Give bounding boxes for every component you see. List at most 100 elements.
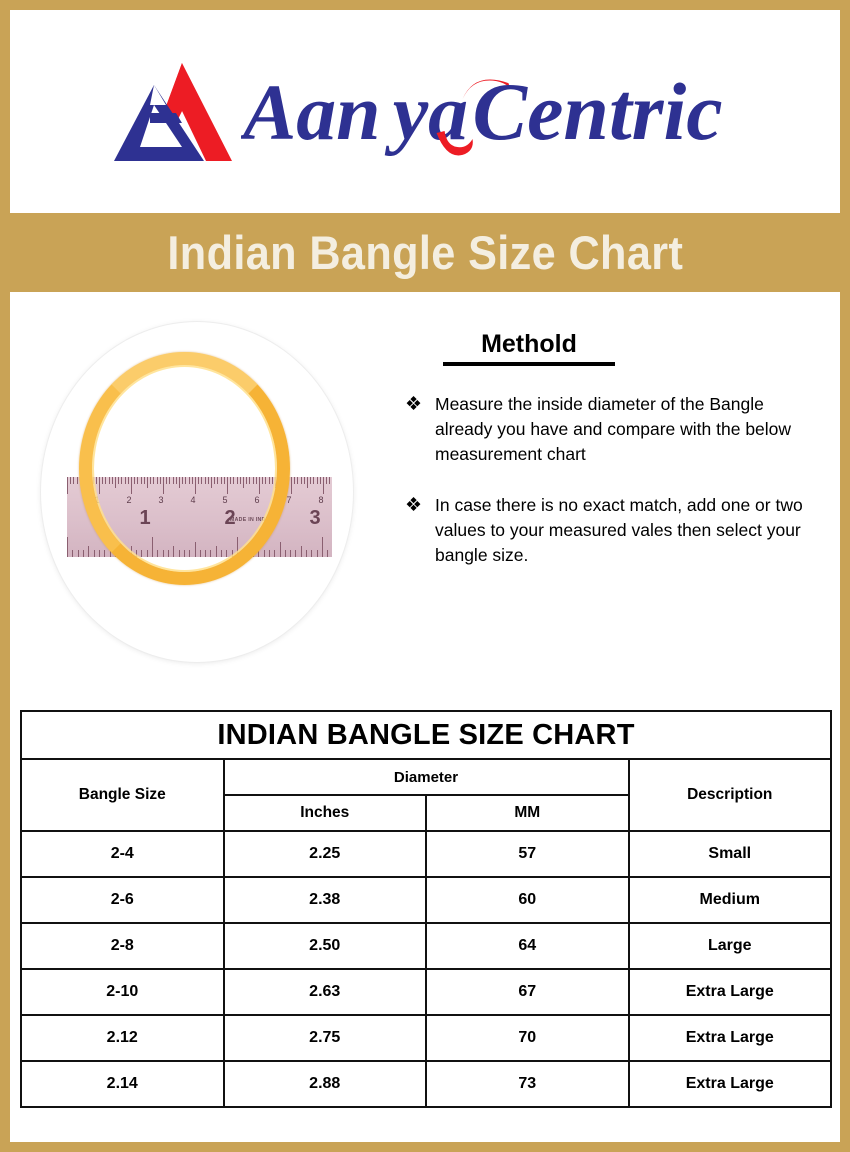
cell-inches: 2.38 bbox=[222, 876, 427, 924]
ruler-tick bbox=[93, 550, 95, 557]
ruler-tick bbox=[70, 477, 72, 484]
cell-description: Medium bbox=[627, 876, 832, 924]
method-bullet-text: Measure the inside diameter of the Bangl… bbox=[435, 394, 792, 464]
ruler-tick bbox=[307, 477, 308, 488]
ruler-tick bbox=[322, 537, 323, 557]
cell-bangle-size: 2-4 bbox=[20, 830, 225, 878]
svg-text:Centric: Centric bbox=[473, 65, 723, 156]
triangle-monogram-logo-icon bbox=[110, 61, 235, 169]
cell-description: Extra Large bbox=[627, 968, 832, 1016]
cell-mm: 67 bbox=[425, 968, 630, 1016]
table-row: 2-8 2.50 64 Large bbox=[20, 922, 832, 970]
column-group-header-diameter: Diameter bbox=[222, 758, 630, 796]
ruler-tick bbox=[327, 550, 329, 557]
gold-bangle-icon bbox=[79, 352, 290, 585]
ruler-tick bbox=[67, 537, 68, 557]
table-row: 2.12 2.75 70 Extra Large bbox=[20, 1014, 832, 1062]
ruler-tick bbox=[290, 550, 292, 557]
ruler-tick bbox=[319, 477, 321, 484]
ruler-tick bbox=[291, 477, 292, 494]
ruler-tick bbox=[323, 477, 324, 494]
cell-mm: 64 bbox=[425, 922, 630, 970]
table-row: 2-6 2.38 60 Medium bbox=[20, 876, 832, 924]
page-title: Indian Bangle Size Chart bbox=[167, 226, 683, 279]
cell-mm: 73 bbox=[425, 1060, 630, 1108]
cell-bangle-size: 2-10 bbox=[20, 968, 225, 1016]
table-row: 2.14 2.88 73 Extra Large bbox=[20, 1060, 832, 1108]
ruler-tick bbox=[98, 550, 100, 557]
ruler-tick bbox=[258, 546, 260, 557]
list-item: ❖ In case there is no exact match, add o… bbox=[405, 493, 825, 568]
column-header-inches: Inches bbox=[222, 794, 427, 832]
table-title-row: INDIAN BANGLE SIZE CHART bbox=[20, 710, 832, 760]
cell-description: Small bbox=[627, 830, 832, 878]
cell-description: Extra Large bbox=[627, 1060, 832, 1108]
ruler-tick bbox=[279, 542, 281, 557]
ruler-tick bbox=[300, 546, 302, 557]
ruler-tick bbox=[73, 477, 75, 484]
ruler-tick bbox=[300, 477, 302, 484]
method-bullet-text: In case there is no exact match, add one… bbox=[435, 495, 803, 565]
column-header-description: Description bbox=[627, 758, 832, 832]
cell-inches: 2.63 bbox=[222, 968, 427, 1016]
method-section: Methold ❖ Measure the inside diameter of… bbox=[405, 330, 825, 594]
ruler-tick bbox=[268, 550, 270, 557]
ruler-tick bbox=[316, 477, 318, 484]
ruler-tick bbox=[263, 550, 265, 557]
ruler-inch-label: 3 bbox=[309, 507, 321, 529]
cell-mm: 70 bbox=[425, 1014, 630, 1062]
ruler-tick bbox=[316, 550, 318, 557]
top-section: 1 2 3 4 5 6 7 8 1 2 3 MADE IN INDIA bbox=[10, 292, 840, 692]
diamond-bullet-icon: ❖ bbox=[405, 394, 423, 415]
bangle-with-ruler-photo: 1 2 3 4 5 6 7 8 1 2 3 MADE IN INDIA bbox=[25, 314, 370, 674]
ruler-tick bbox=[294, 477, 296, 484]
cell-bangle-size: 2-8 bbox=[20, 922, 225, 970]
ruler-tick bbox=[72, 550, 74, 557]
cell-inches: 2.75 bbox=[222, 1014, 427, 1062]
cell-bangle-size: 2-6 bbox=[20, 876, 225, 924]
cell-inches: 2.88 bbox=[222, 1060, 427, 1108]
ruler-tick bbox=[88, 546, 90, 557]
cell-mm: 60 bbox=[425, 876, 630, 924]
size-chart-table-wrap: INDIAN BANGLE SIZE CHART Bangle Size Dia… bbox=[20, 710, 832, 1108]
ruler-tick bbox=[284, 550, 286, 557]
cell-inches: 2.50 bbox=[222, 922, 427, 970]
table-header-row-1: Bangle Size Diameter Description bbox=[20, 758, 832, 832]
size-chart-table: INDIAN BANGLE SIZE CHART Bangle Size Dia… bbox=[20, 710, 832, 1108]
column-header-bangle-size: Bangle Size bbox=[20, 758, 225, 832]
ruler-tick bbox=[297, 477, 299, 484]
svg-text:ya: ya bbox=[385, 68, 468, 156]
ruler-tick bbox=[295, 550, 297, 557]
table-row: 2-10 2.63 67 Extra Large bbox=[20, 968, 832, 1016]
cell-mm: 57 bbox=[425, 830, 630, 878]
ruler-tick bbox=[313, 477, 315, 484]
page-title-banner: Indian Bangle Size Chart bbox=[0, 213, 850, 292]
cell-bangle-size: 2.12 bbox=[20, 1014, 225, 1062]
table-header-row-2: Inches MM bbox=[21, 794, 831, 832]
ruler-tick bbox=[104, 550, 106, 557]
list-item: ❖ Measure the inside diameter of the Ban… bbox=[405, 392, 825, 467]
ruler-tick bbox=[303, 477, 305, 484]
ruler-cm-label: 7 bbox=[286, 495, 292, 505]
diamond-bullet-icon: ❖ bbox=[405, 495, 423, 516]
ruler-tick bbox=[326, 477, 328, 484]
ruler-tick bbox=[82, 550, 84, 557]
method-bullet-list: ❖ Measure the inside diameter of the Ban… bbox=[405, 392, 825, 568]
content-area: 1 2 3 4 5 6 7 8 1 2 3 MADE IN INDIA bbox=[10, 292, 840, 1142]
method-heading: Methold bbox=[443, 330, 615, 366]
ruler-cm-label: 8 bbox=[318, 495, 324, 505]
ruler-tick bbox=[274, 550, 276, 557]
cell-bangle-size: 2.14 bbox=[20, 1060, 225, 1108]
ruler-tick bbox=[310, 477, 312, 484]
ruler-tick bbox=[76, 477, 78, 484]
column-header-mm: MM bbox=[425, 794, 630, 832]
cell-inches: 2.25 bbox=[222, 830, 427, 878]
ruler-tick bbox=[77, 550, 79, 557]
cell-description: Extra Large bbox=[627, 1014, 832, 1062]
ruler-tick bbox=[329, 477, 331, 484]
svg-text:Aan: Aan bbox=[241, 68, 381, 156]
